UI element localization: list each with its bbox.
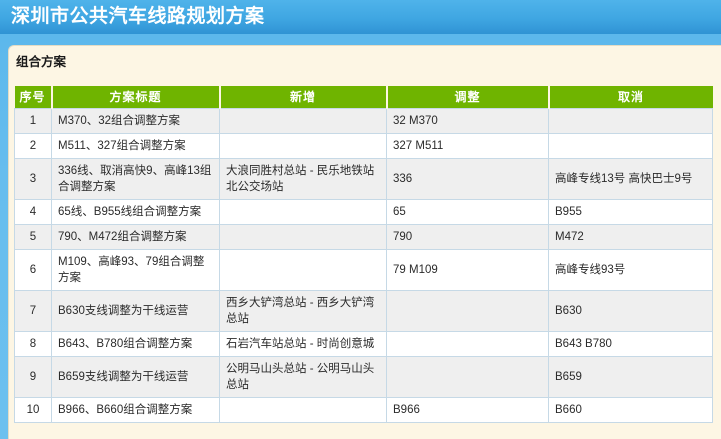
cell-title: M511、327组合调整方案 xyxy=(51,132,220,159)
table-row[interactable]: 5 790、M472组合调整方案 790 M472 xyxy=(14,223,713,250)
table-row[interactable]: 3 336线、取消高快9、高峰13组合调整方案 大浪同胜村总站 - 民乐地铁站北… xyxy=(14,157,713,200)
cell-added xyxy=(219,223,387,250)
cell-adjusted: 336 xyxy=(386,157,549,200)
cell-index: 8 xyxy=(14,330,52,357)
cell-adjusted: 65 xyxy=(386,198,549,225)
cell-index: 9 xyxy=(14,355,52,398)
cell-adjusted xyxy=(386,330,549,357)
cell-added xyxy=(219,396,387,423)
table-row[interactable]: 6 M109、高峰93、79组合调整方案 79 M109 高峰专线93号 xyxy=(14,248,713,291)
cell-adjusted xyxy=(386,355,549,398)
column-header-index[interactable]: 序号 xyxy=(14,86,53,108)
cell-added: 西乡大铲湾总站 - 西乡大铲湾总站 xyxy=(219,289,387,332)
cell-index: 2 xyxy=(14,132,52,159)
cell-title: B630支线调整为干线运营 xyxy=(51,289,220,332)
table-row[interactable]: 8 B643、B780组合调整方案 石岩汽车站总站 - 时尚创意城 B643 B… xyxy=(14,330,713,357)
cell-adjusted: 327 M511 xyxy=(386,132,549,159)
cell-cancelled: B955 xyxy=(548,198,713,225)
table-row[interactable]: 10 B966、B660组合调整方案 B966 B660 xyxy=(14,396,713,423)
column-header-title[interactable]: 方案标题 xyxy=(51,86,221,108)
table-header-row: 序号 方案标题 新增 调整 取消 xyxy=(14,86,713,108)
table-row[interactable]: 9 B659支线调整为干线运营 公明马山头总站 - 公明马山头总站 B659 xyxy=(14,355,713,398)
cell-cancelled: B659 xyxy=(548,355,713,398)
cell-index: 3 xyxy=(14,157,52,200)
cell-added xyxy=(219,132,387,159)
cell-adjusted: B966 xyxy=(386,396,549,423)
cell-adjusted xyxy=(386,289,549,332)
column-header-added[interactable]: 新增 xyxy=(219,86,388,108)
cell-adjusted: 790 xyxy=(386,223,549,250)
cell-added: 石岩汽车站总站 - 时尚创意城 xyxy=(219,330,387,357)
cell-added xyxy=(219,198,387,225)
section-title: 组合方案 xyxy=(16,55,67,69)
cell-title: 65线、B955线组合调整方案 xyxy=(51,198,220,225)
content-panel: 深圳新闻网 sznews.com 组合方案 序号 方案标题 新增 调整 取消 xyxy=(8,45,721,439)
cell-added: 公明马山头总站 - 公明马山头总站 xyxy=(219,355,387,398)
cell-cancelled: B660 xyxy=(548,396,713,423)
cell-adjusted: 32 M370 xyxy=(386,107,549,134)
table-row[interactable]: 7 B630支线调整为干线运营 西乡大铲湾总站 - 西乡大铲湾总站 B630 xyxy=(14,289,713,332)
cell-index: 10 xyxy=(14,396,52,423)
table-head: 序号 方案标题 新增 调整 取消 xyxy=(14,86,713,108)
cell-cancelled: B630 xyxy=(548,289,713,332)
table-row[interactable]: 4 65线、B955线组合调整方案 65 B955 xyxy=(14,198,713,225)
cell-title: 790、M472组合调整方案 xyxy=(51,223,220,250)
cell-adjusted: 79 M109 xyxy=(386,248,549,291)
cell-added xyxy=(219,248,387,291)
cell-index: 4 xyxy=(14,198,52,225)
cell-cancelled xyxy=(548,132,713,159)
cell-cancelled: 高峰专线93号 xyxy=(548,248,713,291)
cell-cancelled xyxy=(548,107,713,134)
cell-cancelled: B643 B780 xyxy=(548,330,713,357)
cell-index: 6 xyxy=(14,248,52,291)
cell-title: M109、高峰93、79组合调整方案 xyxy=(51,248,220,291)
cell-index: 7 xyxy=(14,289,52,332)
cell-cancelled: M472 xyxy=(548,223,713,250)
cell-title: B659支线调整为干线运营 xyxy=(51,355,220,398)
cell-cancelled: 高峰专线13号 高快巴士9号 xyxy=(548,157,713,200)
schedule-table: 序号 方案标题 新增 调整 取消 1 M370、32组合调整方案 32 M370 xyxy=(14,86,713,423)
cell-title: B966、B660组合调整方案 xyxy=(51,396,220,423)
column-header-adjusted[interactable]: 调整 xyxy=(386,86,550,108)
title-bar: 深圳市公共汽车线路规划方案 xyxy=(0,0,721,34)
table-row[interactable]: 1 M370、32组合调整方案 32 M370 xyxy=(14,107,713,134)
page-title: 深圳市公共汽车线路规划方案 xyxy=(11,6,265,27)
cell-added xyxy=(219,107,387,134)
cell-added: 大浪同胜村总站 - 民乐地铁站北公交场站 xyxy=(219,157,387,200)
schedule-table-wrapper: 序号 方案标题 新增 调整 取消 1 M370、32组合调整方案 32 M370 xyxy=(14,86,713,423)
table-body: 1 M370、32组合调整方案 32 M370 2 M511、327组合调整方案… xyxy=(14,107,713,423)
column-header-cancelled[interactable]: 取消 xyxy=(548,86,713,108)
cell-index: 5 xyxy=(14,223,52,250)
cell-index: 1 xyxy=(14,107,52,134)
cell-title: M370、32组合调整方案 xyxy=(51,107,220,134)
table-row[interactable]: 2 M511、327组合调整方案 327 M511 xyxy=(14,132,713,159)
cell-title: B643、B780组合调整方案 xyxy=(51,330,220,357)
cell-title: 336线、取消高快9、高峰13组合调整方案 xyxy=(51,157,220,200)
